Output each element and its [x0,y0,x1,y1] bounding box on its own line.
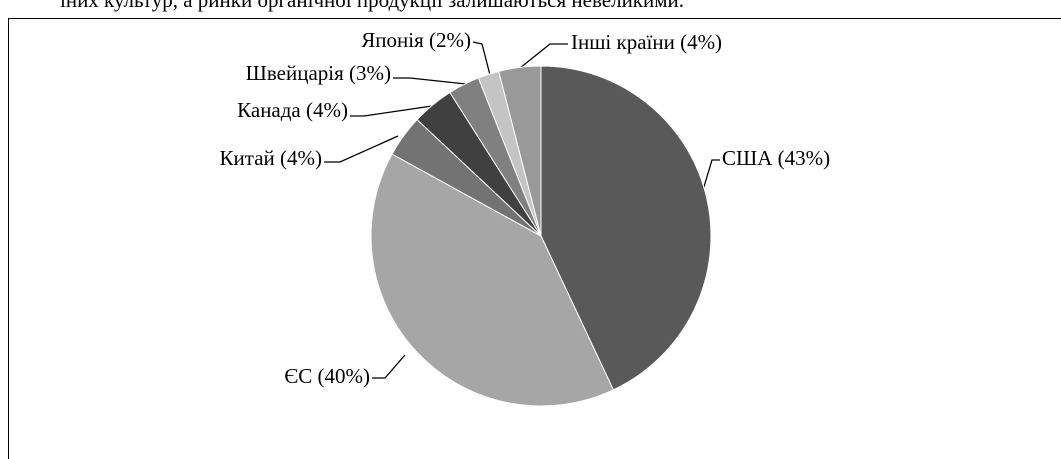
leader-line [350,105,433,117]
pie-slice [498,65,542,237]
leader-line [519,43,568,69]
leader-line [393,77,467,85]
data-label: Канада (4%) [237,98,348,122]
pie-slice [370,153,615,407]
leader-line [324,135,399,163]
data-label: ЄС (40%) [284,364,370,388]
header-text: іних культур, а ринки органічної продукц… [60,0,684,12]
data-label: США (43%) [722,146,830,170]
leader-line [372,354,406,379]
data-label: Японія (2%) [361,28,471,52]
data-label: Швейцарія (3%) [246,61,391,85]
pie-slice [540,65,712,391]
data-label: Інші країни (4%) [571,30,722,54]
frame [8,18,1061,459]
data-label: Китай (4%) [220,146,322,170]
leader-line [472,41,491,76]
